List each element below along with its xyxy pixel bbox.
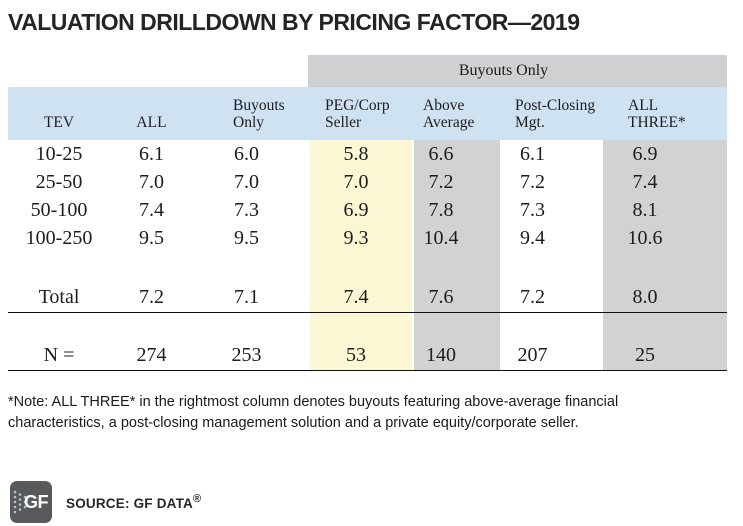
column-header-label: Above (423, 97, 465, 114)
cell-all: 6.1 (139, 143, 164, 165)
cell-post-closing-mgt: 207 (517, 344, 548, 366)
source-label: SOURCE: GF DATA® (66, 493, 202, 511)
cell-peg-corp-seller: 7.4 (310, 284, 414, 312)
column-header-post-closing-mgt: Post-Closing Mgt. (500, 87, 603, 140)
gf-data-logo: GF (10, 481, 52, 523)
table-row-50-100: 50-100 7.4 7.3 6.9 7.8 7.3 8.1 (8, 196, 727, 224)
group-header-buyouts-only: Buyouts Only (308, 55, 727, 87)
footnote-line-2: characteristics, a post-closing manageme… (8, 415, 579, 431)
cell-all-three: 25 (603, 341, 727, 370)
row-label: 25-50 (35, 171, 83, 193)
cell-peg-corp-seller: 6.9 (310, 196, 414, 224)
column-header-tev: TEV (8, 87, 110, 140)
cell-above-average: 6.6 (414, 140, 500, 168)
cell-post-closing-mgt: 7.2 (520, 171, 545, 193)
spacer-row (8, 313, 727, 341)
column-header-above-average: Above Average (414, 87, 500, 140)
registered-mark: ® (193, 493, 202, 505)
column-header-all: ALL (110, 87, 193, 140)
column-header-label: Post-Closing (515, 97, 596, 114)
column-header-all-three: ALL THREE* (603, 87, 727, 140)
column-header-label: ALL (628, 97, 659, 114)
logo-dots-icon (13, 490, 27, 514)
cell-above-average: 140 (414, 341, 500, 370)
cell-all: 7.4 (139, 199, 164, 221)
cell-buyouts-only: 9.5 (234, 227, 259, 249)
cell-all: 274 (136, 344, 167, 366)
column-header-label: THREE* (628, 113, 686, 131)
valuation-table: Buyouts Only TEV ALL Buyouts Only PEG/Co… (8, 55, 727, 371)
cell-all-three: 8.0 (603, 284, 727, 312)
table-row-n: N = 274 253 53 140 207 25 (8, 341, 727, 371)
row-label: N = (43, 344, 75, 366)
cell-peg-corp-seller: 7.0 (310, 168, 414, 196)
cell-post-closing-mgt: 6.1 (520, 143, 545, 165)
group-header-row: Buyouts Only (8, 55, 727, 87)
column-header-label: Buyouts (233, 97, 285, 114)
footnote: *Note: ALL THREE* in the rightmost colum… (8, 392, 708, 434)
cell-post-closing-mgt: 7.2 (520, 286, 545, 308)
row-label: 10-25 (35, 143, 83, 165)
table-row-25-50: 25-50 7.0 7.0 7.0 7.2 7.2 7.4 (8, 168, 727, 196)
column-header-label: Seller (325, 113, 362, 131)
cell-buyouts-only: 253 (231, 344, 262, 366)
column-header-label: PEG/Corp (325, 97, 390, 114)
cell-buyouts-only: 7.1 (234, 286, 259, 308)
row-label: 100-250 (25, 227, 93, 249)
group-header-spacer (8, 55, 308, 87)
cell-buyouts-only: 6.0 (234, 143, 259, 165)
cell-buyouts-only: 7.3 (234, 199, 259, 221)
column-header-buyouts-only: Buyouts Only (193, 87, 310, 140)
table-row-total: Total 7.2 7.1 7.4 7.6 7.2 8.0 (8, 284, 727, 313)
column-header-label: Only (233, 113, 264, 131)
cell-above-average: 7.6 (414, 284, 500, 312)
cell-all-three: 6.9 (603, 140, 727, 168)
cell-above-average: 7.2 (414, 168, 500, 196)
column-header-label: Mgt. (515, 113, 545, 131)
source-block: GF SOURCE: GF DATA® (10, 481, 743, 523)
table-row-10-25: 10-25 6.1 6.0 5.8 6.6 6.1 6.9 (8, 140, 727, 168)
logo-gf-text: GF (24, 491, 49, 512)
cell-all: 7.0 (139, 171, 164, 193)
table-row-100-250: 100-250 9.5 9.5 9.3 10.4 9.4 10.6 (8, 224, 727, 252)
cell-all-three: 8.1 (603, 196, 727, 224)
cell-post-closing-mgt: 9.4 (520, 227, 545, 249)
cell-peg-corp-seller: 9.3 (310, 224, 414, 252)
column-header-label: Average (423, 113, 475, 131)
row-label: Total (38, 286, 80, 308)
cell-all: 7.2 (139, 286, 164, 308)
cell-all: 9.5 (139, 227, 164, 249)
cell-all-three: 10.6 (603, 224, 727, 252)
cell-above-average: 7.8 (414, 196, 500, 224)
column-header-peg-corp-seller: PEG/Corp Seller (310, 87, 414, 140)
row-label: 50-100 (30, 199, 88, 221)
cell-all-three: 7.4 (603, 168, 727, 196)
cell-peg-corp-seller: 5.8 (310, 140, 414, 168)
cell-above-average: 10.4 (414, 224, 500, 252)
footnote-line-1: *Note: ALL THREE* in the rightmost colum… (8, 394, 619, 410)
cell-post-closing-mgt: 7.3 (520, 199, 545, 221)
page-title: VALUATION DRILLDOWN BY PRICING FACTOR—20… (8, 9, 580, 35)
column-header-label: TEV (43, 113, 75, 131)
spacer-row (8, 252, 727, 284)
cell-peg-corp-seller: 53 (310, 341, 414, 370)
cell-buyouts-only: 7.0 (234, 171, 259, 193)
column-header-label: ALL (136, 113, 167, 131)
column-header-row: TEV ALL Buyouts Only PEG/Corp Seller Abo… (8, 87, 727, 140)
